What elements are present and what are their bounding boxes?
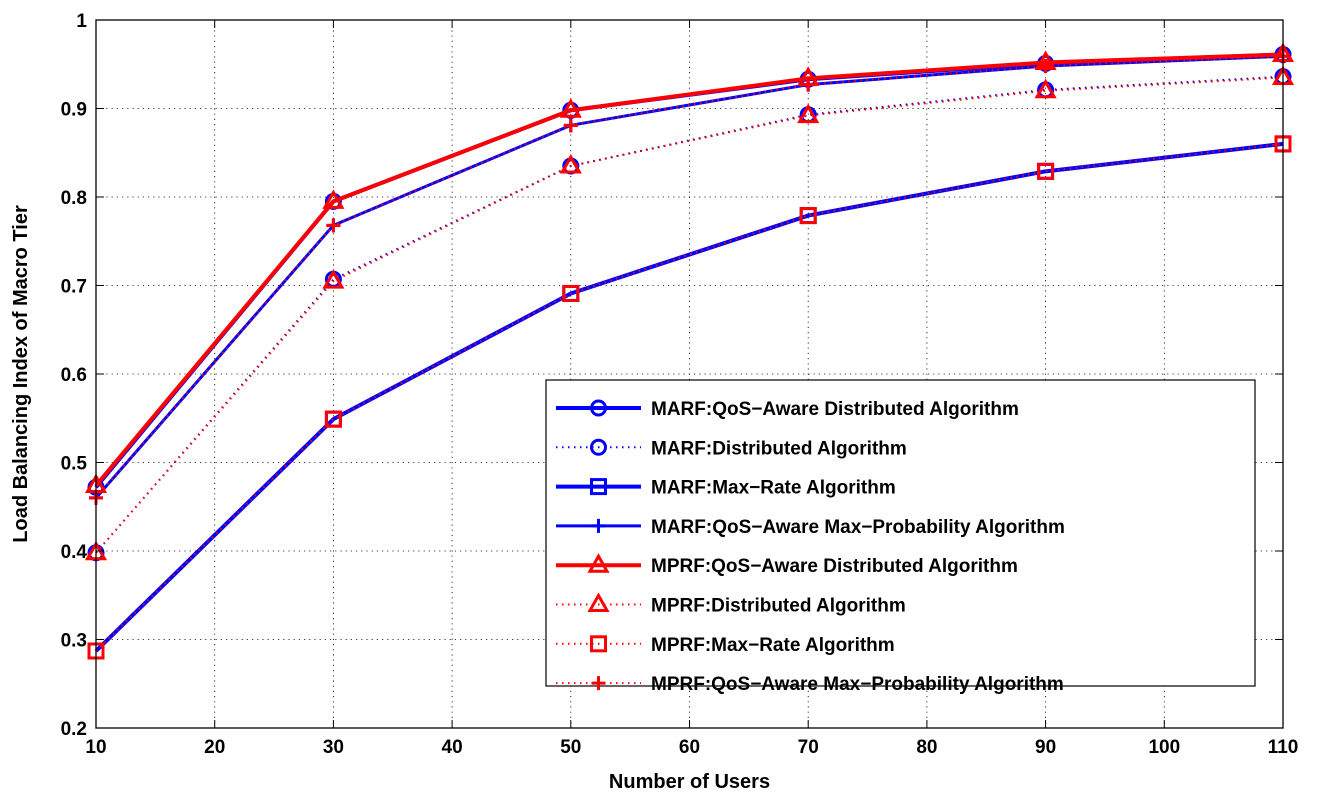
- series-line: [95, 76, 1284, 554]
- data-point-plus: [1038, 59, 1053, 74]
- y-tick-label: 1: [76, 11, 87, 32]
- legend-label: MARF:QoS−Aware Distributed Algorithm: [651, 399, 1019, 420]
- series-line: [95, 142, 1284, 652]
- legend-entry-4: MARF:QoS−Aware Max−Probability Algorithm: [556, 517, 1065, 538]
- data-point-square: [324, 410, 342, 428]
- data-point-triangle: [797, 103, 820, 124]
- x-tick-label: 50: [560, 737, 581, 758]
- legend-marker-circle: [590, 438, 607, 456]
- data-point-square: [799, 207, 817, 225]
- x-tick-label: 110: [1268, 737, 1299, 758]
- series-line: [95, 55, 1284, 499]
- y-tick-label: 0.6: [61, 365, 87, 386]
- legend-entry-1: MARF:QoS−Aware Distributed Algorithm: [556, 399, 1019, 420]
- data-point-square: [1037, 162, 1055, 180]
- data-point-triangle: [559, 98, 582, 118]
- series-line: [94, 52, 1284, 487]
- x-tick-label: 90: [1035, 737, 1056, 758]
- axis-ticks: 10 20 30 40 50 60 70 80 90 100 110 0.2 0.3 0.4 0.5 0.6 0…: [61, 11, 1299, 758]
- y-tick-label: 0.4: [61, 542, 88, 563]
- legend-marker-triangle: [587, 553, 610, 573]
- data-point-square: [562, 284, 580, 302]
- data-point-plus: [326, 218, 341, 233]
- series-8: [89, 49, 1290, 505]
- legend-box: [545, 379, 1256, 687]
- legend-marker-circle: [590, 399, 607, 417]
- data-point-triangle: [322, 189, 345, 209]
- legend-label: MPRF:Max−Rate Algorithm: [651, 635, 895, 656]
- y-tick-label: 0.9: [61, 100, 87, 121]
- y-tick-label: 0.8: [61, 188, 87, 209]
- x-tick-label: 60: [679, 737, 700, 758]
- legend-entry-3: MARF:Max−Rate Algorithm: [556, 478, 896, 499]
- legend-entry-8: MPRF:QoS−Aware Max−Probability Algorithm: [556, 674, 1064, 695]
- data-point-triangle: [322, 269, 345, 289]
- data-point-plus: [563, 118, 578, 133]
- legend-entry-6: MPRF:Distributed Algorithm: [556, 592, 906, 617]
- legend-marker-square: [590, 635, 607, 653]
- legend-entry-2: MARF:Distributed Algorithm: [556, 438, 907, 459]
- legend-label: MPRF:Distributed Algorithm: [651, 596, 906, 617]
- x-axis-label: Number of Users: [609, 771, 770, 793]
- data-point-plus: [801, 77, 816, 92]
- legend-marker-square: [590, 478, 607, 496]
- y-axis-label: Load Balancing Index of Macro Tier: [10, 205, 32, 543]
- legend-marker-triangle: [587, 592, 610, 612]
- x-tick-label: 40: [442, 737, 463, 758]
- x-tick-label: 80: [916, 737, 937, 758]
- legend-label: MPRF:QoS−Aware Distributed Algorithm: [651, 556, 1018, 577]
- y-tick-label: 0.2: [61, 719, 87, 740]
- y-tick-label: 0.3: [61, 631, 87, 652]
- legend-label: MARF:Distributed Algorithm: [651, 438, 907, 459]
- legend-marker-plus: [591, 518, 606, 533]
- x-tick-label: 10: [85, 737, 106, 758]
- series-line: [95, 75, 1284, 554]
- x-tick-label: 30: [323, 737, 344, 758]
- legend-marker-plus: [591, 676, 606, 691]
- legend-entry-5: MPRF:QoS−Aware Distributed Algorithm: [556, 553, 1018, 577]
- legend-entry-7: MPRF:Max−Rate Algorithm: [556, 635, 895, 656]
- grid: [96, 20, 1283, 728]
- data-point-triangle: [1034, 78, 1057, 99]
- x-tick-label: 100: [1148, 737, 1180, 758]
- data-point-triangle: [559, 153, 582, 174]
- x-tick-label: 70: [798, 737, 819, 758]
- legend-label: MARF:QoS−Aware Max−Probability Algorithm: [651, 517, 1065, 538]
- y-tick-label: 0.7: [61, 277, 87, 298]
- legend-label: MARF:Max−Rate Algorithm: [651, 478, 896, 499]
- legend: MARF:QoS−Aware Distributed Algorithm MARF…: [545, 379, 1256, 695]
- y-tick-label: 0.5: [61, 454, 88, 475]
- x-tick-label: 20: [204, 737, 225, 758]
- legend-label: MPRF:QoS−Aware Max−Probability Algorithm: [651, 674, 1064, 695]
- series-layer: [84, 42, 1295, 660]
